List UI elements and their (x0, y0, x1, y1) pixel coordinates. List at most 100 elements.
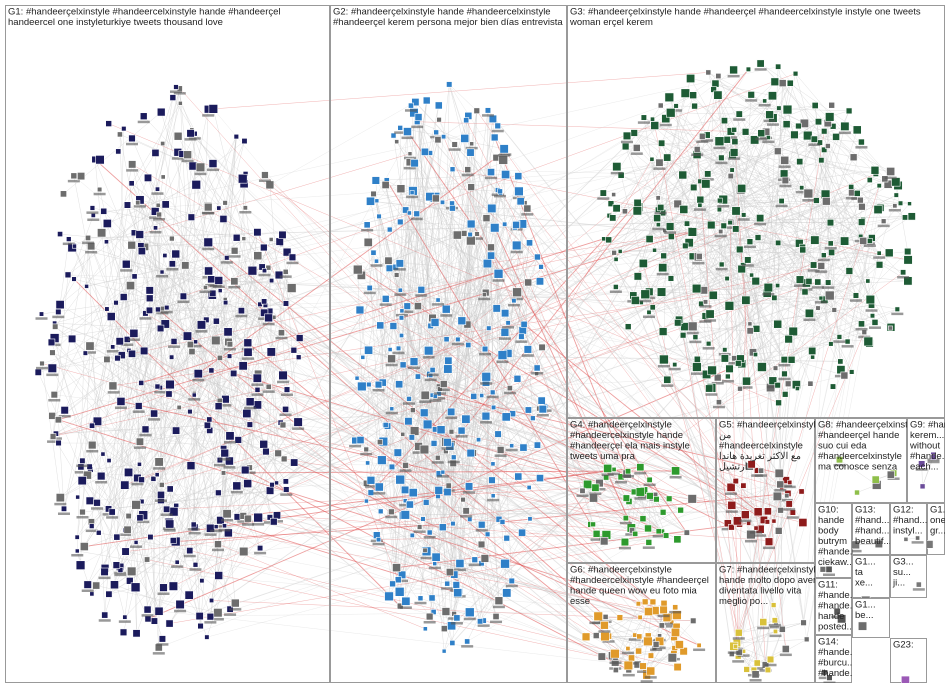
node (497, 188, 503, 195)
node (785, 500, 793, 508)
node (422, 626, 428, 632)
node-label (602, 640, 615, 643)
node (609, 214, 617, 222)
node (465, 342, 472, 348)
node (773, 319, 783, 329)
node (790, 130, 799, 139)
node-label (415, 294, 428, 297)
node-label (156, 643, 169, 646)
node (512, 287, 522, 298)
node-label (131, 482, 144, 486)
group-label: G3: #handeerçelxinstyle hande #handeerçe… (570, 6, 921, 17)
edge (590, 524, 632, 529)
node (659, 605, 668, 614)
node (397, 218, 404, 226)
edge (145, 429, 219, 545)
node (773, 628, 778, 634)
node (659, 354, 669, 365)
node (667, 275, 675, 282)
node (422, 96, 431, 105)
node (214, 540, 222, 548)
node (451, 141, 458, 148)
node (191, 180, 201, 190)
node (464, 166, 472, 174)
node-label (807, 269, 820, 272)
edge (116, 523, 170, 566)
node (498, 155, 508, 165)
node (223, 300, 229, 306)
node (441, 304, 451, 314)
node-label (373, 492, 386, 495)
edge (637, 210, 892, 328)
node-label (228, 255, 241, 258)
node (476, 437, 482, 443)
edge (378, 216, 488, 264)
node-label (125, 142, 138, 146)
node-label (166, 268, 179, 271)
node (203, 285, 208, 290)
node-label (833, 463, 846, 467)
node-label (177, 300, 190, 304)
node (770, 602, 777, 608)
node-label (118, 533, 131, 537)
node (166, 485, 174, 493)
node (440, 625, 448, 633)
edge (634, 132, 684, 210)
node (724, 301, 735, 311)
group-border (815, 503, 852, 578)
edge (708, 72, 805, 124)
node (401, 596, 411, 606)
edge (429, 373, 759, 513)
node-label (721, 527, 734, 531)
node (821, 669, 829, 676)
node (113, 533, 121, 541)
node (354, 375, 360, 381)
node-label (793, 284, 806, 287)
node-label (693, 648, 706, 652)
edge (166, 487, 596, 510)
node-label (610, 171, 623, 175)
group-label: ciekaw... (818, 557, 854, 568)
group-label: esse (570, 596, 590, 607)
node (214, 276, 224, 285)
node-label (714, 234, 727, 238)
node (624, 468, 632, 475)
node (89, 591, 95, 597)
node-label (823, 573, 836, 577)
node (713, 373, 722, 382)
node (422, 499, 430, 506)
node (861, 329, 868, 335)
node (743, 666, 750, 673)
node (397, 125, 403, 131)
node-label (258, 273, 271, 277)
node (774, 147, 782, 155)
node (649, 304, 656, 311)
edge (159, 461, 608, 469)
edge (730, 175, 901, 204)
edge (741, 181, 896, 270)
group-label: #burcu... (818, 657, 855, 668)
node-label (206, 168, 219, 172)
edge (278, 274, 299, 423)
node-label (778, 377, 791, 381)
edge (705, 287, 769, 317)
node (646, 309, 652, 315)
node (230, 598, 240, 608)
node (813, 197, 820, 204)
edge (385, 184, 732, 488)
node (680, 88, 691, 98)
node (187, 213, 196, 221)
node (394, 587, 405, 597)
node-label (202, 247, 215, 251)
node-label (849, 299, 862, 302)
node (445, 482, 452, 489)
node (591, 483, 600, 492)
group-box: G10:handebodybutrym#hande...ciekaw... (815, 503, 854, 578)
node (449, 166, 456, 173)
edge (643, 263, 739, 633)
node (430, 440, 438, 447)
node (514, 472, 523, 481)
node-label (241, 523, 254, 526)
node (265, 486, 275, 495)
node (737, 264, 746, 274)
